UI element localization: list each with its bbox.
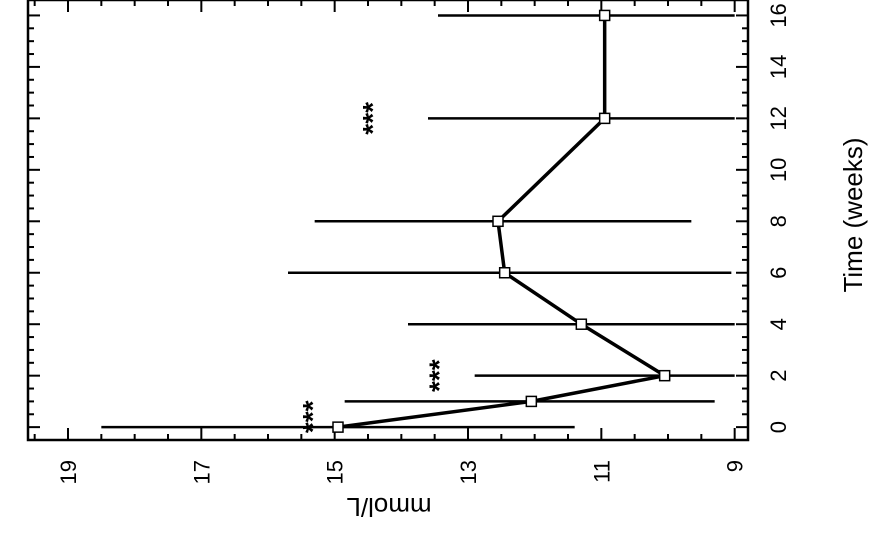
y-tick-label-group: 15 xyxy=(323,460,348,484)
data-point xyxy=(598,112,611,125)
y-tick-label: 9 xyxy=(723,460,748,472)
x-tick-label-group: 4 xyxy=(766,318,791,330)
x-tick-label-group: 8 xyxy=(766,215,791,227)
data-point xyxy=(598,9,611,22)
data-point xyxy=(658,369,671,382)
x-tick-label-group: 14 xyxy=(766,55,791,79)
x-tick-label-group: 16 xyxy=(766,3,791,27)
y-tick-label: 19 xyxy=(56,460,81,484)
x-tick-label-group: 6 xyxy=(766,267,791,279)
significance-marker: *** xyxy=(424,359,455,392)
significance-marker: *** xyxy=(297,400,328,433)
significance-group: *** xyxy=(357,102,388,135)
significance-group: *** xyxy=(297,400,328,433)
x-tick-label: 2 xyxy=(766,370,791,382)
y-tick-label: 13 xyxy=(456,460,481,484)
x-tick-label: 16 xyxy=(766,3,791,27)
data-point xyxy=(492,215,504,228)
y-tick-label-group: 19 xyxy=(56,460,81,484)
x-tick-label: 0 xyxy=(766,421,791,433)
x-tick-label-group: 12 xyxy=(766,106,791,130)
y-tick-label: 15 xyxy=(323,460,348,484)
y-axis-title: mmol/L xyxy=(346,492,431,522)
x-tick-label: 12 xyxy=(766,106,791,130)
data-line xyxy=(337,15,667,429)
y-tick-label-group: 13 xyxy=(456,460,481,484)
x-tick-label: 4 xyxy=(766,318,791,330)
x-tick-label: 14 xyxy=(766,55,791,79)
x-tick-label-group: 10 xyxy=(766,158,791,182)
y-tick-label-group: 9 xyxy=(723,460,748,472)
x-tick-label-group: 2 xyxy=(766,370,791,382)
significance-group: *** xyxy=(424,359,455,392)
significance-marker: *** xyxy=(357,102,388,135)
x-axis-title: Time (weeks) xyxy=(838,137,868,292)
x-tick-label-group: 0 xyxy=(766,421,791,433)
x-tick-label: 10 xyxy=(766,158,791,182)
y-tick-label: 17 xyxy=(189,460,214,484)
data-point xyxy=(525,395,538,408)
x-tick-label: 8 xyxy=(766,215,791,227)
y-tick-label-group: 11 xyxy=(589,460,614,483)
x-tick-label: 6 xyxy=(766,267,791,279)
data-point xyxy=(498,266,511,279)
y-tick-label-group: 17 xyxy=(189,460,214,484)
data-point xyxy=(575,318,588,330)
y-tick-label: 11 xyxy=(589,460,614,483)
data-point xyxy=(332,421,344,433)
plot-frame xyxy=(26,0,750,442)
